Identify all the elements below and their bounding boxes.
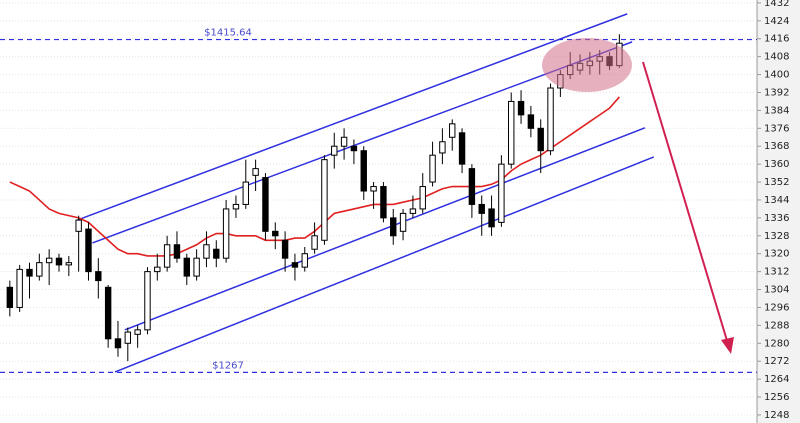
y-tick-label: 1336 [764,213,789,224]
candle-body [311,235,318,250]
candle-body [55,257,63,266]
candle-body [6,286,14,308]
candle-body [45,257,53,264]
candle-body [321,159,328,241]
candle-body [203,244,210,259]
arrow-head [721,337,734,354]
candle-body [488,208,495,228]
y-tick-label: 1352 [764,177,789,188]
candle-body [390,217,397,237]
candle-body [331,145,338,156]
highlight [542,38,632,92]
y-tick-label: 1432 [764,0,789,9]
y-tick-label: 1392 [764,87,789,98]
candle-body [370,186,377,192]
candle-body [95,271,102,282]
trend-line [92,41,633,244]
candle-body [301,253,308,268]
candle-body [517,100,525,116]
y-tick-label: 1320 [764,249,789,260]
y-tick-label: 1304 [764,285,789,296]
y-tick-label: 1424 [764,16,789,27]
candle-body [350,145,358,152]
candle-body [232,203,240,210]
candle-body [508,100,515,165]
candle-body [547,87,554,152]
y-tick-label: 1296 [764,302,789,313]
candle-body [478,203,485,214]
candle-body [291,262,299,268]
y-tick-label: 1408 [764,52,789,63]
y-tick-label: 1416 [764,34,789,45]
candle-body [262,177,269,232]
candle-body [85,228,92,273]
candle-body [429,154,436,183]
candle-body [213,248,220,259]
hline-label: $1267 [212,360,244,371]
y-tick-label: 1368 [764,141,789,152]
candle-body [242,181,249,205]
axis-panel [757,0,800,423]
y-tick-label: 1376 [764,123,789,134]
candle-body [193,257,200,277]
candle-body [537,127,544,152]
candle-body [104,286,112,340]
candle-body [114,338,122,349]
arrow-shaft [642,61,729,345]
candle-body [65,262,73,266]
y-tick-label: 1384 [764,105,789,116]
candle-body [340,136,348,147]
y-tick-label: 1328 [764,231,789,242]
candle-body [173,244,181,259]
candle-body [75,219,82,232]
candle-body [360,150,367,192]
trend-line [124,127,646,331]
candle-body [439,141,446,154]
y-tick-label: 1288 [764,320,789,331]
trend-line [114,156,655,373]
candle-body [183,257,190,277]
candle-body [134,329,141,335]
candle-body [124,331,132,344]
candle-body [458,132,466,165]
candle-body [272,230,279,237]
candle-body [154,266,161,273]
candle-body [380,186,387,219]
y-tick-label: 1312 [764,267,789,278]
candle-body [527,114,535,129]
y-tick-label: 1272 [764,356,789,367]
candle-body [419,186,426,210]
arrow [642,61,734,354]
candle-body [498,163,505,223]
marks: $1415.64 $1267 [0,13,757,373]
candle-body [144,271,151,331]
candle-body [281,239,289,259]
candle-body [252,168,259,176]
candle-body [449,123,456,138]
trend-line [77,13,628,221]
y-tick-label: 1256 [764,392,789,403]
candle-body [26,268,33,277]
hline-label: $1415.64 [204,28,252,39]
y-tick-label: 1248 [764,410,789,421]
y-tick-label: 1280 [764,338,789,349]
candle-body [163,244,171,268]
candle-body [409,208,417,214]
grid [0,2,757,416]
candle-body [222,208,230,259]
y-tick-label: 1360 [764,159,789,170]
y-tick-label: 1264 [764,374,789,385]
y-tick-label: 1344 [764,195,789,206]
candle-body [468,168,476,205]
candle-body [399,212,407,232]
candle-body [36,262,43,277]
y-tick-label: 1400 [764,70,789,81]
candle-body [16,268,23,308]
